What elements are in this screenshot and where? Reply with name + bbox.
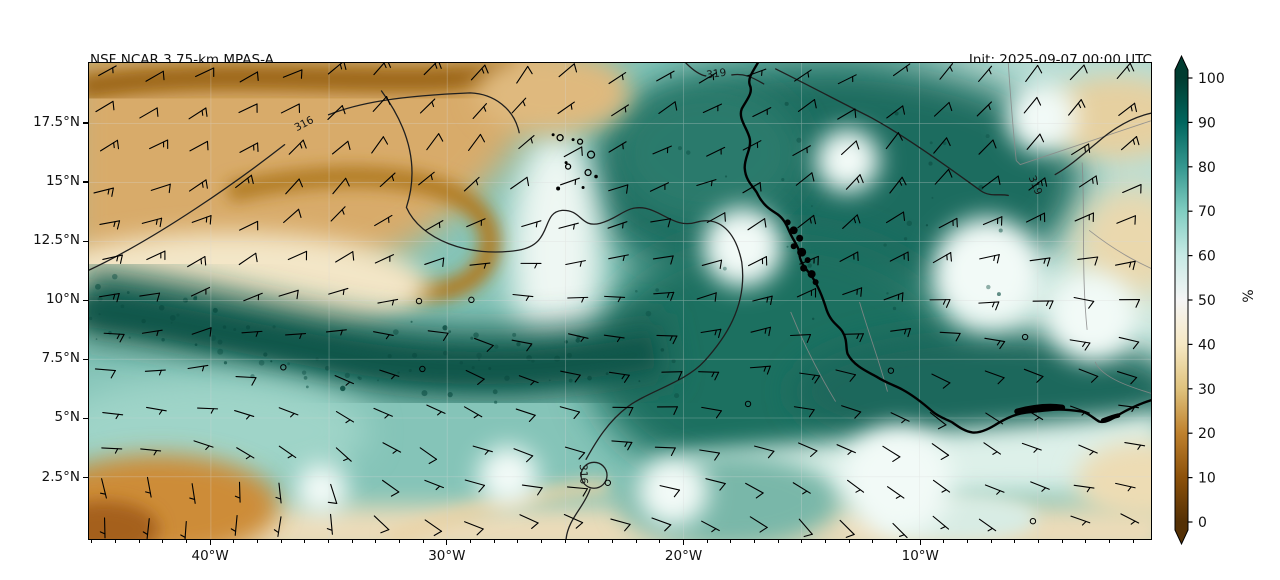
x-minor-tick-mark bbox=[706, 540, 708, 543]
x-tick-mark bbox=[209, 540, 211, 545]
x-minor-tick-mark bbox=[730, 540, 732, 543]
y-tick-label: 17.5°N bbox=[33, 113, 80, 130]
x-minor-tick-mark bbox=[280, 540, 282, 543]
country-borders bbox=[790, 63, 1151, 402]
x-tick-label: 30°W bbox=[428, 548, 466, 564]
x-minor-tick-mark bbox=[754, 540, 756, 543]
y-tick-label: 10°N bbox=[45, 291, 80, 308]
x-minor-tick-mark bbox=[422, 540, 424, 543]
x-minor-tick-mark bbox=[1014, 540, 1016, 543]
x-minor-tick-mark bbox=[825, 540, 827, 543]
x-minor-tick-mark bbox=[848, 540, 850, 543]
x-minor-tick-mark bbox=[304, 540, 306, 543]
colorbar-tick-label: 60 bbox=[1198, 249, 1216, 265]
x-minor-tick-mark bbox=[896, 540, 898, 543]
x-minor-tick-mark bbox=[185, 540, 187, 543]
colorbar: 0 10 20 30 40 50 60 70 80 90 100 bbox=[1174, 54, 1225, 546]
x-minor-tick-mark bbox=[872, 540, 874, 543]
colorbar-tick-label: 10 bbox=[1198, 471, 1216, 487]
y-tick-label: 12.5°N bbox=[33, 232, 80, 249]
y-tick-label: 7.5°N bbox=[41, 350, 80, 367]
x-tick-mark bbox=[446, 540, 448, 545]
x-minor-tick-mark bbox=[375, 540, 377, 543]
x-minor-tick-mark bbox=[990, 540, 992, 543]
y-tick-mark bbox=[82, 122, 88, 124]
x-minor-tick-mark bbox=[659, 540, 661, 543]
x-minor-tick-mark bbox=[1132, 540, 1134, 543]
x-minor-tick-mark bbox=[541, 540, 543, 543]
colorbar-tick-label: 80 bbox=[1198, 160, 1216, 176]
y-tick-mark bbox=[82, 181, 88, 183]
x-minor-tick-mark bbox=[612, 540, 614, 543]
colorbar-tick-label: 50 bbox=[1198, 293, 1216, 309]
x-minor-tick-mark bbox=[162, 540, 164, 543]
colorbar-tick-label: 0 bbox=[1198, 515, 1207, 531]
x-minor-tick-mark bbox=[967, 540, 969, 543]
x-minor-tick-mark bbox=[564, 540, 566, 543]
contour-label: 319 bbox=[706, 67, 727, 82]
x-tick-label: 10°W bbox=[901, 548, 939, 564]
x-tick-label: 40°W bbox=[191, 548, 229, 564]
y-tick-label: 15°N bbox=[45, 173, 80, 190]
y-tick-mark bbox=[82, 476, 88, 479]
y-tick-mark bbox=[82, 240, 88, 242]
x-tick-mark bbox=[682, 540, 685, 545]
x-minor-tick-mark bbox=[635, 540, 637, 543]
colorbar-tick-label: 20 bbox=[1198, 426, 1216, 442]
colorbar-tick-label: 100 bbox=[1198, 71, 1225, 87]
y-tick-label: 2.5°N bbox=[41, 468, 80, 485]
x-minor-tick-mark bbox=[399, 540, 400, 543]
colorbar-tick-label: 90 bbox=[1198, 115, 1216, 131]
y-tick-mark bbox=[82, 417, 88, 420]
cape-verde-islands bbox=[551, 133, 598, 191]
x-minor-tick-mark bbox=[1038, 540, 1040, 543]
y-tick-mark bbox=[82, 299, 88, 301]
x-minor-tick-mark bbox=[588, 540, 590, 543]
x-minor-tick-mark bbox=[493, 540, 495, 543]
x-minor-tick-mark bbox=[517, 540, 519, 543]
x-minor-tick-mark bbox=[256, 540, 258, 543]
moist-speckle-layer bbox=[89, 101, 1003, 404]
colorbar-tick-label: 40 bbox=[1198, 337, 1216, 353]
wind-barb-layer bbox=[93, 63, 1146, 539]
x-minor-tick-mark bbox=[777, 540, 779, 543]
x-minor-tick-mark bbox=[114, 540, 116, 543]
y-tick-mark bbox=[82, 358, 88, 360]
height-contours bbox=[89, 63, 1151, 539]
x-minor-tick-mark bbox=[351, 540, 353, 543]
x-minor-tick-mark bbox=[470, 540, 472, 543]
x-minor-tick-mark bbox=[943, 540, 945, 543]
x-minor-tick-mark bbox=[91, 540, 93, 543]
x-minor-tick-mark bbox=[1085, 540, 1087, 543]
coastline bbox=[739, 63, 1151, 434]
x-tick-label: 20°W bbox=[664, 548, 703, 564]
x-minor-tick-mark bbox=[233, 540, 235, 543]
colorbar-tick-label: 30 bbox=[1198, 382, 1216, 398]
y-tick-label: 5°N bbox=[54, 409, 80, 426]
colorbar-tick-label: 70 bbox=[1198, 204, 1216, 220]
contour-label: 316 bbox=[577, 464, 590, 484]
x-minor-tick-mark bbox=[1109, 540, 1111, 543]
x-tick-mark bbox=[919, 540, 921, 545]
x-minor-tick-mark bbox=[1061, 540, 1063, 543]
map-panel: 316 319 319 316 bbox=[88, 62, 1152, 540]
x-minor-tick-mark bbox=[801, 540, 803, 543]
x-minor-tick-mark bbox=[138, 540, 140, 543]
x-minor-tick-mark bbox=[327, 540, 329, 543]
colorbar-unit-label: % bbox=[1238, 289, 1255, 303]
